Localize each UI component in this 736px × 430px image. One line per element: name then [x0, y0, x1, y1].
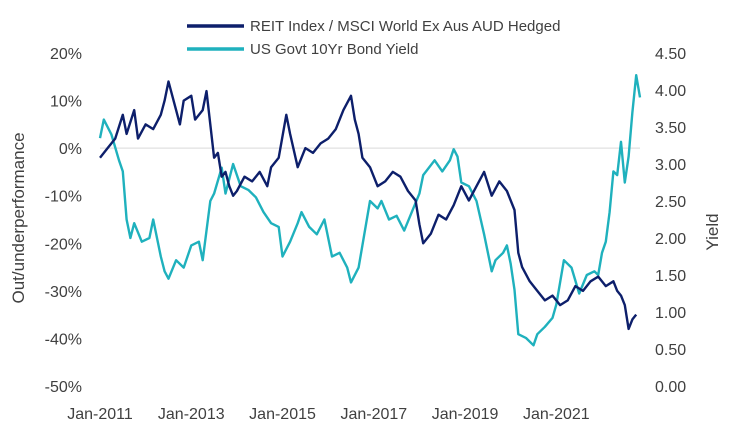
series-group [98, 74, 642, 347]
x-tick-label: Jan-2011 [67, 406, 133, 423]
y-tick-label-right: 2.00 [655, 231, 686, 248]
legend: REIT Index / MSCI World Ex Aus AUD Hedge… [187, 18, 560, 58]
y-tick-label-right: 4.50 [655, 46, 686, 63]
y-axis-right: 4.50 4.00 3.50 3.00 2.50 2.00 1.50 1.00 0.50 0.00 [655, 46, 686, 396]
y-tick-label-right: 0.00 [655, 379, 686, 396]
legend-label: REIT Index / MSCI World Ex Aus AUD Hedge… [250, 18, 560, 35]
y-axis-title-right: Yield [703, 213, 722, 250]
y-tick-label-left: 0% [59, 141, 82, 158]
y-tick-label-right: 1.50 [655, 268, 686, 285]
x-tick-label: Jan-2013 [158, 406, 225, 423]
series-line-reit-relative [99, 80, 638, 331]
y-tick-label-left: -20% [45, 236, 82, 253]
y-tick-label-right: 4.00 [655, 83, 686, 100]
series-line-bond-yield [98, 74, 642, 347]
y-tick-label-left: -40% [45, 331, 82, 348]
x-tick-label: Jan-2021 [523, 406, 590, 423]
legend-label: US Govt 10Yr Bond Yield [250, 41, 418, 58]
x-tick-label: Jan-2019 [432, 406, 499, 423]
y-tick-label-right: 1.00 [655, 305, 686, 322]
y-tick-label-right: 0.50 [655, 342, 686, 359]
y-tick-label-right: 3.50 [655, 120, 686, 137]
y-axis-title-left: Out/underperformance [9, 132, 28, 303]
x-tick-label: Jan-2015 [249, 406, 316, 423]
y-tick-label-left: -50% [45, 379, 82, 396]
y-tick-label-left: 10% [50, 94, 82, 111]
y-tick-label-left: 20% [50, 46, 82, 63]
y-tick-label-right: 2.50 [655, 194, 686, 211]
y-axis-left: 20% 10% 0% -10% -20% -30% -40% -50% [45, 46, 82, 396]
y-tick-label-right: 3.00 [655, 157, 686, 174]
x-tick-label: Jan-2017 [340, 406, 407, 423]
x-axis: Jan-2011 Jan-2013 Jan-2015 Jan-2017 Jan-2019… [67, 406, 590, 423]
y-tick-label-left: -10% [45, 189, 82, 206]
y-tick-label-left: -30% [45, 284, 82, 301]
